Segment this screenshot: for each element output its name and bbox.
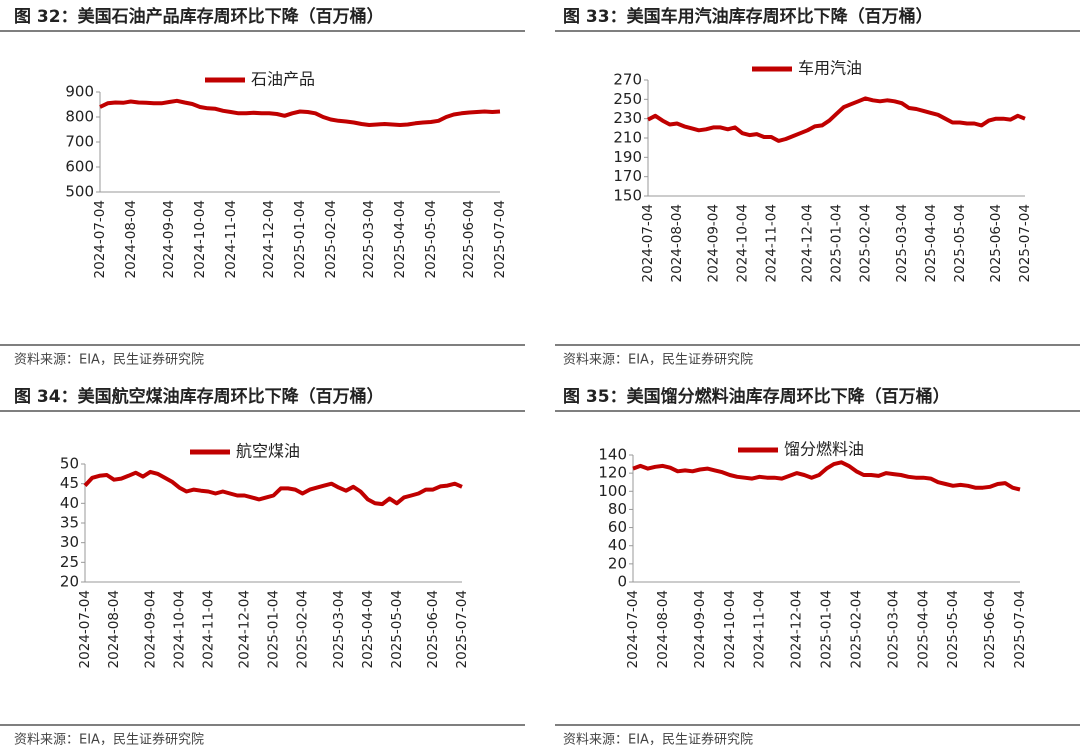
x-tick-label: 2025-05-04 bbox=[423, 200, 439, 278]
x-tick-label: 2025-04-04 bbox=[360, 590, 376, 668]
x-tick-label: 2025-01-04 bbox=[292, 200, 308, 278]
x-tick-label: 2024-08-04 bbox=[655, 590, 671, 668]
figure-title: 图 32：美国石油产品库存周环比下降（百万桶） bbox=[14, 6, 384, 27]
y-tick-label: 20 bbox=[60, 573, 79, 591]
y-tick-label: 20 bbox=[608, 554, 627, 572]
x-tick-label: 2025-02-04 bbox=[323, 200, 339, 278]
figure-title: 图 35：美国馏分燃料油库存周环比下降（百万桶） bbox=[563, 386, 950, 407]
x-tick-label: 2025-05-04 bbox=[389, 590, 405, 668]
y-tick-label: 600 bbox=[65, 158, 94, 176]
line-series bbox=[99, 98, 501, 127]
line-series bbox=[647, 96, 1026, 143]
x-tick-label: 2025-07-04 bbox=[492, 200, 508, 278]
x-tick-label: 2025-03-04 bbox=[361, 200, 377, 278]
x-tick-label: 2024-10-04 bbox=[192, 200, 208, 278]
x-tick-label: 2025-05-04 bbox=[945, 590, 961, 668]
y-tick-label: 800 bbox=[65, 108, 94, 126]
y-tick-label: 100 bbox=[598, 482, 627, 500]
x-tick-label: 2024-08-04 bbox=[669, 204, 685, 282]
x-tick-label: 2024-08-04 bbox=[106, 590, 122, 668]
legend-label: 车用汽油 bbox=[798, 59, 862, 78]
x-tick-label: 2025-02-04 bbox=[848, 590, 864, 668]
x-tick-label: 2025-07-04 bbox=[1017, 204, 1033, 282]
x-tick-label: 2024-10-04 bbox=[171, 590, 187, 668]
y-tick-label: 170 bbox=[613, 167, 642, 185]
line-series bbox=[83, 469, 463, 507]
x-tick-label: 2024-12-04 bbox=[237, 590, 253, 668]
x-tick-label: 2024-12-04 bbox=[789, 590, 805, 668]
x-tick-label: 2024-08-04 bbox=[123, 200, 139, 278]
y-tick-label: 270 bbox=[613, 71, 642, 89]
y-tick-label: 900 bbox=[65, 83, 94, 101]
y-tick-label: 230 bbox=[613, 109, 642, 127]
x-tick-label: 2024-12-04 bbox=[800, 204, 816, 282]
y-tick-label: 700 bbox=[65, 133, 94, 151]
x-tick-label: 2025-04-04 bbox=[392, 200, 408, 278]
source-note: 资料来源：EIA，民生证券研究院 bbox=[14, 732, 204, 748]
x-tick-label: 2024-09-04 bbox=[161, 200, 177, 278]
line-series bbox=[632, 460, 1021, 492]
x-tick-label: 2024-09-04 bbox=[705, 204, 721, 282]
x-tick-label: 2024-10-04 bbox=[722, 590, 738, 668]
x-tick-label: 2025-01-04 bbox=[819, 590, 835, 668]
x-tick-label: 2025-03-04 bbox=[894, 204, 910, 282]
x-tick-label: 2025-04-04 bbox=[915, 590, 931, 668]
y-tick-label: 250 bbox=[613, 90, 642, 108]
y-tick-label: 150 bbox=[613, 187, 642, 205]
x-tick-label: 2024-07-04 bbox=[640, 204, 656, 282]
x-tick-label: 2024-07-04 bbox=[625, 590, 641, 668]
x-tick-label: 2024-12-04 bbox=[261, 200, 277, 278]
x-tick-label: 2025-03-04 bbox=[885, 590, 901, 668]
x-tick-label: 2025-07-04 bbox=[1012, 590, 1028, 668]
y-tick-label: 80 bbox=[608, 500, 627, 518]
y-tick-label: 140 bbox=[598, 446, 627, 464]
x-tick-label: 2024-11-04 bbox=[763, 204, 779, 282]
y-tick-label: 60 bbox=[608, 518, 627, 536]
legend-label: 馏分燃料油 bbox=[784, 440, 864, 459]
y-tick-label: 40 bbox=[608, 536, 627, 554]
y-tick-label: 190 bbox=[613, 148, 642, 166]
y-tick-label: 500 bbox=[65, 183, 94, 201]
y-tick-label: 50 bbox=[60, 455, 79, 473]
x-tick-label: 2025-05-04 bbox=[952, 204, 968, 282]
legend-label: 航空煤油 bbox=[236, 442, 300, 461]
x-tick-label: 2024-10-04 bbox=[734, 204, 750, 282]
x-tick-label: 2024-11-04 bbox=[200, 590, 216, 668]
legend-label: 石油产品 bbox=[251, 70, 315, 89]
figure-title: 图 34：美国航空煤油库存周环比下降（百万桶） bbox=[14, 386, 384, 407]
x-tick-label: 2024-11-04 bbox=[223, 200, 239, 278]
source-note: 资料来源：EIA，民生证券研究院 bbox=[563, 732, 753, 748]
source-note: 资料来源：EIA，民生证券研究院 bbox=[14, 352, 204, 368]
x-tick-label: 2025-02-04 bbox=[295, 590, 311, 668]
y-tick-label: 25 bbox=[60, 553, 79, 571]
y-tick-label: 120 bbox=[598, 464, 627, 482]
x-tick-label: 2025-06-04 bbox=[982, 590, 998, 668]
x-tick-label: 2024-09-04 bbox=[142, 590, 158, 668]
x-tick-label: 2024-09-04 bbox=[692, 590, 708, 668]
y-tick-label: 40 bbox=[60, 494, 79, 512]
figure-title: 图 33：美国车用汽油库存周环比下降（百万桶） bbox=[563, 6, 933, 27]
x-tick-label: 2025-04-04 bbox=[923, 204, 939, 282]
x-tick-label: 2025-01-04 bbox=[829, 204, 845, 282]
y-tick-label: 0 bbox=[617, 573, 627, 591]
y-tick-label: 210 bbox=[613, 129, 642, 147]
source-note: 资料来源：EIA，民生证券研究院 bbox=[563, 352, 753, 368]
y-tick-label: 30 bbox=[60, 533, 79, 551]
x-tick-label: 2025-03-04 bbox=[331, 590, 347, 668]
y-tick-label: 35 bbox=[60, 514, 79, 532]
y-tick-label: 45 bbox=[60, 474, 79, 492]
x-tick-label: 2025-06-04 bbox=[461, 200, 477, 278]
x-tick-label: 2025-07-04 bbox=[454, 590, 470, 668]
x-tick-label: 2024-07-04 bbox=[92, 200, 108, 278]
x-tick-label: 2024-07-04 bbox=[77, 590, 93, 668]
x-tick-label: 2024-11-04 bbox=[752, 590, 768, 668]
x-tick-label: 2025-02-04 bbox=[858, 204, 874, 282]
x-tick-label: 2025-06-04 bbox=[425, 590, 441, 668]
x-tick-label: 2025-06-04 bbox=[988, 204, 1004, 282]
x-tick-label: 2025-01-04 bbox=[266, 590, 282, 668]
